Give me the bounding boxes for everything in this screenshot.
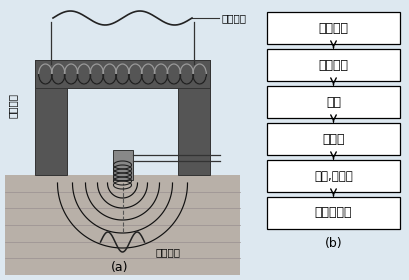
Bar xyxy=(266,12,399,44)
Text: 被测零件: 被测零件 xyxy=(155,247,180,257)
Bar xyxy=(266,197,399,229)
Text: (a): (a) xyxy=(111,261,128,274)
Bar xyxy=(266,86,399,118)
Text: 测试区域: 测试区域 xyxy=(8,92,18,118)
Text: 工件: 工件 xyxy=(325,95,340,109)
Text: 放大,滤波器: 放大,滤波器 xyxy=(313,169,352,183)
Bar xyxy=(35,60,209,88)
Bar xyxy=(112,150,132,180)
Text: 显示与输出: 显示与输出 xyxy=(314,207,351,220)
Bar xyxy=(266,160,399,192)
Bar xyxy=(5,175,239,275)
Bar xyxy=(35,60,67,175)
Text: 作用磁场: 作用磁场 xyxy=(318,59,348,71)
Text: 传感器: 传感器 xyxy=(321,132,344,146)
Text: 激蕊电压: 激蕊电压 xyxy=(221,13,246,23)
Bar xyxy=(178,60,209,175)
Bar xyxy=(266,123,399,155)
Text: (b): (b) xyxy=(324,237,342,250)
Text: 激磁电路: 激磁电路 xyxy=(318,22,348,34)
Bar xyxy=(266,49,399,81)
